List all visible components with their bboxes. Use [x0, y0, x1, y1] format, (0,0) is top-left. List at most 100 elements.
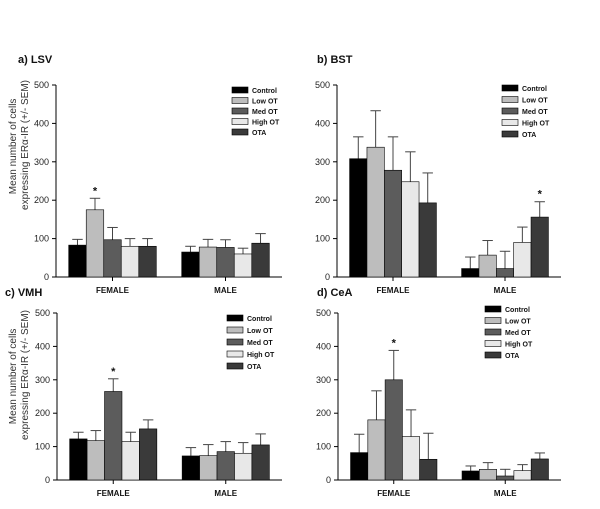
bar-female-ota	[139, 428, 158, 481]
bar-male-high-ot	[513, 470, 532, 481]
y-tick-label: 500	[315, 80, 330, 90]
y-tick-label: 200	[35, 408, 50, 418]
bar-male-ota	[251, 444, 270, 481]
bar-female-ota	[418, 202, 437, 278]
chart-panel-d-cea: d) CeA 0 100 200 300 400 500 FEMALE MALE * Control…	[316, 287, 561, 498]
bar-male-control	[181, 455, 200, 481]
bar-male-high-ot	[234, 452, 253, 481]
legend-swatch	[484, 328, 502, 336]
legend-swatch	[501, 96, 519, 103]
y-tick-label: 400	[315, 118, 330, 128]
y-axis-label-line1: Mean number of cells	[8, 329, 19, 425]
significance-marker: *	[111, 366, 116, 378]
y-tick-label: 200	[34, 195, 49, 205]
x-tick-label: MALE	[214, 489, 237, 498]
y-tick-label: 100	[316, 442, 331, 452]
bar-female-control	[69, 438, 88, 481]
legend-label: Low OT	[505, 319, 531, 326]
significance-marker: *	[93, 185, 98, 197]
legend-label: Control	[522, 86, 547, 93]
y-tick-label: 100	[34, 234, 49, 244]
bar-female-high-ot	[121, 441, 140, 481]
legend-swatch	[231, 86, 249, 94]
bar-male-low-ot	[199, 455, 218, 481]
legend-label: Med OT	[247, 340, 273, 347]
legend-swatch	[231, 118, 249, 125]
bar-male-low-ot	[479, 469, 497, 481]
legend-swatch	[484, 351, 502, 359]
y-tick-label: 500	[316, 308, 331, 318]
bar-male-med-ot	[496, 475, 515, 481]
legend-swatch	[231, 128, 249, 136]
bar-female-high-ot	[401, 181, 420, 278]
bar-female-high-ot	[402, 436, 420, 481]
x-tick-label: FEMALE	[377, 489, 411, 498]
legend: Control Low OT Med OT High OT OTA	[231, 86, 280, 137]
legend-label: High OT	[505, 342, 533, 349]
x-tick-label: FEMALE	[377, 286, 411, 295]
legend: Control Low OT Med OT High OT OTA	[484, 305, 533, 360]
legend: Control Low OT Med OT High OT OTA	[501, 84, 550, 139]
y-tick-label: 400	[316, 341, 331, 351]
legend-label: Low OT	[247, 328, 273, 335]
bar-female-low-ot	[86, 440, 105, 481]
legend-swatch	[501, 130, 519, 138]
legend-label: OTA	[247, 364, 261, 371]
legend-swatch	[226, 350, 244, 358]
bar-male-med-ot	[216, 247, 235, 278]
bar-female-med-ot	[103, 239, 122, 278]
legend-swatch	[484, 340, 502, 347]
x-tick-label: MALE	[494, 286, 517, 295]
y-tick-label: 300	[35, 375, 50, 385]
legend-label: Med OT	[252, 109, 278, 116]
chart-panels: a) LSV 0 100 200 300 400 500 FEMALE MALE * Control…	[5, 54, 561, 498]
y-tick-label: 500	[34, 80, 49, 90]
legend-swatch	[231, 97, 249, 104]
legend-label: Med OT	[522, 109, 548, 116]
legend-label: OTA	[522, 132, 536, 139]
legend-label: OTA	[505, 353, 519, 360]
significance-marker: *	[538, 189, 543, 201]
y-axis-label-line2: expressing ERα-IR (+/- SEM)	[20, 310, 31, 440]
y-tick-label: 0	[44, 272, 49, 282]
legend-swatch	[226, 362, 244, 370]
bar-male-high-ot	[233, 253, 253, 278]
y-tick-label: 0	[325, 272, 330, 282]
legend-swatch	[226, 314, 244, 322]
legend-label: High OT	[252, 120, 280, 127]
chart-title: b) BST	[317, 54, 353, 66]
y-tick-label: 400	[35, 341, 50, 351]
y-tick-label: 0	[326, 475, 331, 485]
bar-female-med-ot	[104, 391, 123, 481]
legend-swatch	[501, 84, 519, 92]
legend-swatch	[501, 107, 519, 115]
legend-label: Control	[505, 307, 530, 314]
legend-label: Low OT	[252, 99, 278, 106]
bar-male-ota	[251, 242, 270, 278]
chart-title: d) CeA	[317, 287, 353, 299]
y-axis-label-line2: expressing ERα-IR (+/- SEM)	[20, 80, 31, 210]
chart-title: a) LSV	[18, 54, 53, 66]
legend-swatch	[231, 107, 249, 115]
y-tick-label: 100	[315, 234, 330, 244]
legend-label: High OT	[522, 121, 550, 128]
significance-marker: *	[392, 337, 397, 349]
bar-male-control	[181, 251, 200, 278]
chart-panel-a-lsv: a) LSV 0 100 200 300 400 500 FEMALE MALE * Control…	[18, 54, 282, 295]
y-tick-label: 500	[35, 308, 50, 318]
legend-label: High OT	[247, 352, 275, 359]
y-tick-label: 200	[316, 408, 331, 418]
legend-swatch	[484, 317, 502, 324]
chart-panel-c-vmh: c) VMH 0 100 200 300 400 500 FEMALE MALE * Control…	[5, 287, 282, 498]
legend-swatch	[484, 305, 502, 313]
bar-female-med-ot	[384, 169, 402, 278]
legend: Control Low OT Med OT High OT OTA	[226, 314, 275, 371]
y-tick-label: 300	[34, 157, 49, 167]
x-tick-label: FEMALE	[97, 489, 131, 498]
bar-male-low-ot	[478, 254, 497, 278]
chart-title: c) VMH	[5, 287, 42, 299]
y-axis-label-line1: Mean number of cells	[8, 99, 19, 195]
bar-male-ota	[530, 458, 549, 481]
y-tick-label: 300	[316, 375, 331, 385]
y-axis-label-bottom: Mean number of cells expressing ERα-IR (…	[8, 310, 31, 440]
